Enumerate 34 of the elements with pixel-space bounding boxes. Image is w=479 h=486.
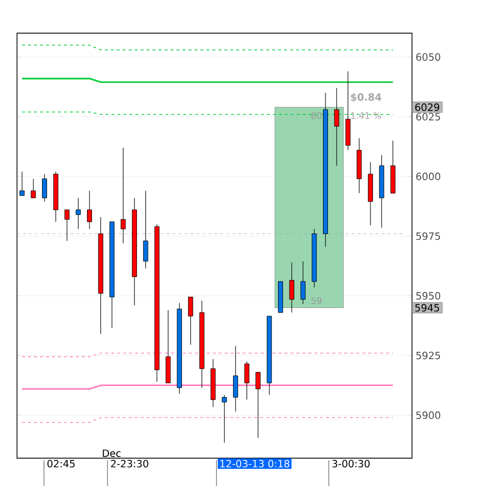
y-tick-label: 5975 (416, 232, 440, 240)
candlestick (120, 147, 126, 244)
candlestick (20, 171, 25, 196)
candlestick (86, 190, 92, 230)
candlestick (244, 361, 250, 400)
annotation: 1.41 % (351, 112, 382, 119)
candlestick (334, 88, 340, 166)
y-tick-label: 5950 (416, 292, 440, 300)
candlestick (289, 262, 294, 313)
annotation: $0.84 (350, 93, 382, 102)
annotation: 59 (311, 297, 322, 304)
text: 02:45 (47, 460, 75, 468)
y-tick-label: 6050 (416, 53, 440, 61)
candlestick (76, 198, 81, 230)
y-tick-label: 6025 (416, 112, 440, 121)
text: 12-03-13 0:18 (220, 460, 290, 468)
candlestick (233, 346, 238, 412)
y-tick-label: 5900 (416, 411, 440, 419)
annotation: 6029 (415, 103, 440, 111)
annotation: Dec (102, 450, 121, 457)
candlestick (222, 394, 227, 443)
candlestick (256, 372, 261, 438)
candlestick (30, 178, 36, 198)
text: 3-00:30 (332, 460, 370, 468)
annotation: 60 (311, 112, 322, 119)
candlestick (143, 190, 148, 269)
text: 2-23:30 (111, 460, 148, 468)
annotation: 5945 (415, 304, 440, 312)
candlestick (300, 260, 306, 304)
candlestick (188, 296, 194, 346)
y-tick-label: 5925 (416, 352, 440, 360)
candlestick (64, 210, 70, 242)
y-tick-label: 6000 (416, 172, 440, 180)
candlestick (42, 174, 48, 202)
